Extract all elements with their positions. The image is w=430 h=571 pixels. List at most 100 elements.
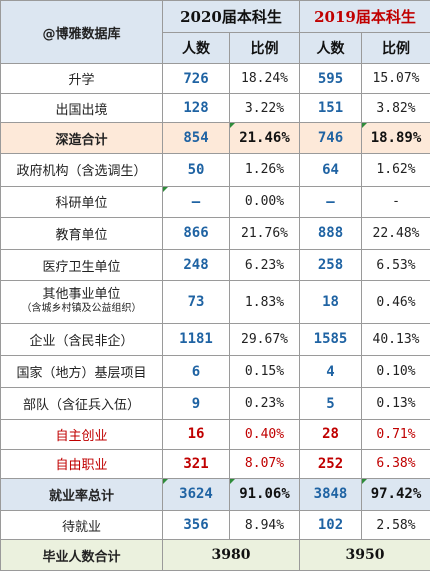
count-2019: 258 xyxy=(299,248,362,282)
table-row-graduates-total: 毕业人数合计 3980 3950 xyxy=(0,539,430,571)
ratio-2019: 6.38% xyxy=(361,448,430,480)
count-2019: 1585 xyxy=(299,323,362,356)
ratio-2019: 18.89% xyxy=(361,122,430,154)
row-label: 待就业 xyxy=(0,509,163,541)
row-label: 部队（含征兵入伍） xyxy=(0,387,163,421)
ratio-2019: 2.58% xyxy=(361,509,430,541)
ratio-2020: 0.40% xyxy=(229,419,300,450)
ratio-2020: 8.07% xyxy=(229,448,300,480)
col-ratio-2020: 比例 xyxy=(229,31,300,65)
count-2019: 102 xyxy=(299,509,362,541)
count-2019: 746 xyxy=(299,122,362,154)
year-2019-header: 2019届本科生 xyxy=(299,0,430,33)
row-label: 医疗卫生单位 xyxy=(0,248,163,282)
total-2020: 3980 xyxy=(162,539,300,571)
row-label: 自由职业 xyxy=(0,448,163,480)
count-2020: 9 xyxy=(162,387,230,421)
table-row: 国家（地方）基层项目 6 0.15% 4 0.10% xyxy=(0,354,430,389)
count-2020: 356 xyxy=(162,509,230,541)
header-row-columns: 人数 比例 人数 比例 xyxy=(1,31,430,65)
row-label: 政府机构（含选调生） xyxy=(0,152,163,187)
table-row: 部队（含征兵入伍） 9 0.23% 5 0.13% xyxy=(0,387,430,421)
ratio-2020: 21.46% xyxy=(229,122,300,154)
count-2019: — xyxy=(299,185,362,219)
table-row: 自由职业 321 8.07% 252 6.38% xyxy=(0,448,430,480)
row-label-note: （含城乡村镇及公益组织） xyxy=(21,303,142,315)
count-2019: 28 xyxy=(299,419,362,450)
row-label: 升学 xyxy=(0,63,163,94)
table-row-employment-total: 就业率总计 3624 91.06% 3848 97.42% xyxy=(0,478,430,511)
row-label: 企业（含民非企） xyxy=(0,323,163,356)
count-2020: 248 xyxy=(162,248,230,282)
count-2019: 151 xyxy=(299,92,362,124)
ratio-2019: - xyxy=(361,185,430,219)
count-2020: 321 xyxy=(162,448,230,480)
ratio-2019: 0.10% xyxy=(361,354,430,389)
ratio-2020: 6.23% xyxy=(229,248,300,282)
table-row: 教育单位 866 21.76% 888 22.48% xyxy=(0,217,430,250)
table-row: 升学 726 18.24% 595 15.07% xyxy=(0,63,430,94)
ratio-2019: 6.53% xyxy=(361,248,430,282)
ratio-2020: 0.00% xyxy=(229,185,300,219)
table-row: 医疗卫生单位 248 6.23% 258 6.53% xyxy=(0,248,430,282)
count-2020: 128 xyxy=(162,92,230,124)
count-2020: — xyxy=(162,185,230,219)
count-2019: 888 xyxy=(299,217,362,250)
count-2020: 50 xyxy=(162,152,230,187)
count-2019: 4 xyxy=(299,354,362,389)
count-2020: 3624 xyxy=(162,478,230,511)
ratio-2019: 3.82% xyxy=(361,92,430,124)
row-label: 自主创业 xyxy=(0,419,163,450)
table-row: 出国出境 128 3.22% 151 3.82% xyxy=(0,92,430,124)
col-count-2020: 人数 xyxy=(162,31,230,65)
table-row: 政府机构（含选调生） 50 1.26% 64 1.62% xyxy=(0,152,430,187)
ratio-2020: 21.76% xyxy=(229,217,300,250)
ratio-2019: 97.42% xyxy=(361,478,430,511)
count-2020: 16 xyxy=(162,419,230,450)
row-label: 其他事业单位 （含城乡村镇及公益组织） xyxy=(0,280,163,325)
ratio-2020: 0.15% xyxy=(229,354,300,389)
col-count-2019: 人数 xyxy=(299,31,362,65)
ratio-2020: 8.94% xyxy=(229,509,300,541)
year-2020-header: 2020届本科生 xyxy=(162,0,300,33)
ratio-2020: 29.67% xyxy=(229,323,300,356)
row-label: 深造合计 xyxy=(0,122,163,154)
ratio-2019: 0.46% xyxy=(361,280,430,325)
count-2019: 595 xyxy=(299,63,362,94)
ratio-2020: 18.24% xyxy=(229,63,300,94)
table-row: 科研单位 — 0.00% — - xyxy=(0,185,430,219)
count-2019: 3848 xyxy=(299,478,362,511)
count-2019: 5 xyxy=(299,387,362,421)
row-label-main: 其他事业单位 xyxy=(42,287,121,303)
ratio-2020: 3.22% xyxy=(229,92,300,124)
count-2020: 866 xyxy=(162,217,230,250)
table-row: 自主创业 16 0.40% 28 0.71% xyxy=(0,419,430,450)
brand-watermark: @博雅数据库 xyxy=(0,0,163,65)
table-row: 其他事业单位 （含城乡村镇及公益组织） 73 1.83% 18 0.46% xyxy=(0,280,430,325)
ratio-2020: 91.06% xyxy=(229,478,300,511)
ratio-2019: 1.62% xyxy=(361,152,430,187)
count-2020: 854 xyxy=(162,122,230,154)
table-row: 待就业 356 8.94% 102 2.58% xyxy=(0,509,430,541)
table-row-subtotal-study: 深造合计 854 21.46% 746 18.89% xyxy=(0,122,430,154)
count-2019: 252 xyxy=(299,448,362,480)
row-label: 教育单位 xyxy=(0,217,163,250)
header-row-years: @博雅数据库 2020届本科生 2019届本科生 xyxy=(0,0,430,65)
count-2020: 73 xyxy=(162,280,230,325)
count-2019: 18 xyxy=(299,280,362,325)
row-label: 就业率总计 xyxy=(0,478,163,511)
ratio-2019: 40.13% xyxy=(361,323,430,356)
ratio-2019: 0.13% xyxy=(361,387,430,421)
ratio-2020: 1.26% xyxy=(229,152,300,187)
row-label: 科研单位 xyxy=(0,185,163,219)
ratio-2020: 1.83% xyxy=(229,280,300,325)
count-2020: 726 xyxy=(162,63,230,94)
ratio-2019: 22.48% xyxy=(361,217,430,250)
ratio-2020: 0.23% xyxy=(229,387,300,421)
col-ratio-2019: 比例 xyxy=(361,31,430,65)
count-2019: 64 xyxy=(299,152,362,187)
count-2020: 1181 xyxy=(162,323,230,356)
row-label: 国家（地方）基层项目 xyxy=(0,354,163,389)
row-label: 毕业人数合计 xyxy=(0,539,163,571)
